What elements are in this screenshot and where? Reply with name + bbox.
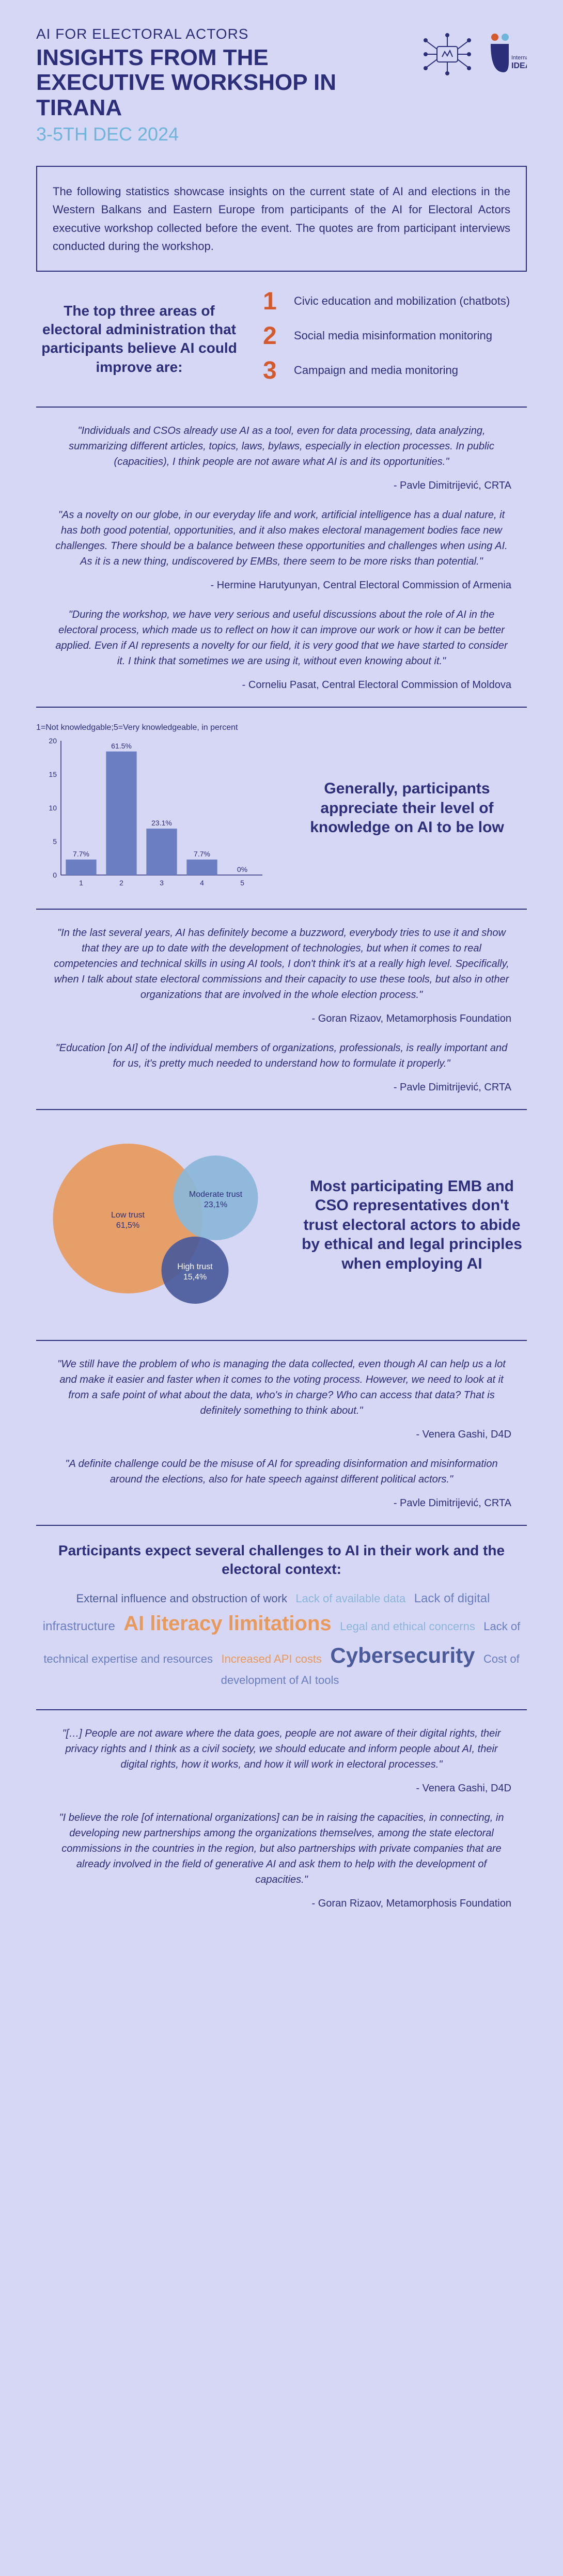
quote-attribution: - Pavle Dimitrijević, CRTA bbox=[52, 1082, 511, 1094]
svg-text:2: 2 bbox=[119, 879, 123, 887]
svg-text:0%: 0% bbox=[237, 865, 247, 873]
svg-text:61,5%: 61,5% bbox=[116, 1221, 139, 1230]
top3-label: Social media misinformation monitoring bbox=[294, 329, 492, 342]
divider bbox=[36, 407, 527, 408]
svg-text:0: 0 bbox=[53, 871, 57, 879]
top3-item: 2 Social media misinformation monitoring bbox=[263, 322, 527, 350]
top3-section: The top three areas of electoral adminis… bbox=[36, 287, 527, 391]
svg-text:5: 5 bbox=[240, 879, 244, 887]
barchart-title: Generally, participants appreciate their… bbox=[287, 779, 527, 837]
top3-list: 1 Civic education and mobilization (chatb… bbox=[263, 287, 527, 391]
wordcloud-item: Legal and ethical concerns bbox=[340, 1620, 475, 1633]
quote-attribution: - Pavle Dimitrijević, CRTA bbox=[52, 480, 511, 492]
quote-text: "Education [on AI] of the individual mem… bbox=[52, 1040, 511, 1071]
divider bbox=[36, 1525, 527, 1526]
quote-text: "A definite challenge could be the misus… bbox=[52, 1456, 511, 1487]
svg-text:4: 4 bbox=[200, 879, 204, 887]
top3-number: 3 bbox=[263, 356, 284, 385]
barchart-column: 1=Not knowledgable;5=Very knowledgeable,… bbox=[36, 723, 272, 893]
quote-attribution: - Goran Rizaov, Metamorphosis Foundation bbox=[52, 1013, 511, 1025]
bubble-chart: Low trust61,5% Moderate trust23,1% High tr… bbox=[36, 1126, 281, 1322]
pie-column: Low trust61,5% Moderate trust23,1% High tr… bbox=[36, 1126, 281, 1324]
svg-text:15: 15 bbox=[49, 770, 57, 778]
quote-attribution: - Hermine Harutyunyan, Central Electoral… bbox=[52, 580, 511, 591]
wordcloud-item: Cybersecurity bbox=[330, 1643, 475, 1667]
quotes-block-2: "In the last several years, AI has defin… bbox=[36, 925, 527, 1094]
main-title: INSIGHTS FROM THE EXECUTIVE WORKSHOP IN … bbox=[36, 45, 346, 120]
svg-text:20: 20 bbox=[49, 737, 57, 745]
header-icons: International IDEA bbox=[416, 26, 527, 90]
quote-attribution: - Goran Rizaov, Metamorphosis Foundation bbox=[52, 1898, 511, 1910]
logo-text2: IDEA bbox=[511, 61, 527, 70]
svg-text:23.1%: 23.1% bbox=[151, 819, 172, 827]
svg-text:Low trust: Low trust bbox=[111, 1211, 145, 1220]
intro-box: The following statistics showcase insigh… bbox=[36, 166, 527, 272]
svg-text:3: 3 bbox=[160, 879, 164, 887]
divider bbox=[36, 1709, 527, 1710]
top3-item: 1 Civic education and mobilization (chatb… bbox=[263, 287, 527, 316]
intro-text: The following statistics showcase insigh… bbox=[53, 182, 510, 255]
word-cloud: External influence and obstruction of wo… bbox=[36, 1589, 527, 1689]
dates: 3-5TH DEC 2024 bbox=[36, 123, 527, 145]
divider bbox=[36, 707, 527, 708]
svg-text:10: 10 bbox=[49, 804, 57, 812]
quote-attribution: - Venera Gashi, D4D bbox=[52, 1429, 511, 1441]
svg-text:61.5%: 61.5% bbox=[111, 742, 132, 750]
pie-title: Most participating EMB and CSO represent… bbox=[297, 1177, 527, 1274]
circuit-icon bbox=[416, 31, 478, 77]
wordcloud-item: Increased API costs bbox=[222, 1652, 322, 1665]
divider bbox=[36, 1109, 527, 1110]
top3-item: 3 Campaign and media monitoring bbox=[263, 356, 527, 385]
quote-attribution: - Corneliu Pasat, Central Electoral Comm… bbox=[52, 679, 511, 691]
top3-number: 2 bbox=[263, 322, 284, 350]
top3-label: Campaign and media monitoring bbox=[294, 364, 458, 377]
page: AI FOR ELECTORAL ACTORS INSIGHTS FROM TH… bbox=[0, 0, 563, 1951]
divider bbox=[36, 909, 527, 910]
top3-number: 1 bbox=[263, 287, 284, 316]
svg-text:7.7%: 7.7% bbox=[73, 850, 89, 858]
quote-text: "I believe the role [of international or… bbox=[52, 1810, 511, 1887]
wordcloud-item: External influence and obstruction of wo… bbox=[76, 1592, 287, 1605]
idea-logo: International IDEA bbox=[480, 31, 527, 88]
svg-text:7.7%: 7.7% bbox=[194, 850, 210, 858]
quotes-block-1: "Individuals and CSOs already use AI as … bbox=[36, 423, 527, 691]
barchart-section: 1=Not knowledgable;5=Very knowledgeable,… bbox=[36, 723, 527, 893]
svg-text:1: 1 bbox=[79, 879, 83, 887]
logo-text1: International bbox=[511, 55, 527, 61]
svg-text:23,1%: 23,1% bbox=[204, 1200, 227, 1209]
quote-attribution: - Pavle Dimitrijević, CRTA bbox=[52, 1497, 511, 1509]
quote-text: "[…] People are not aware where the data… bbox=[52, 1726, 511, 1772]
divider bbox=[36, 1340, 527, 1341]
quote-text: "During the workshop, we have very serio… bbox=[52, 607, 511, 669]
quote-attribution: - Venera Gashi, D4D bbox=[52, 1783, 511, 1794]
header: AI FOR ELECTORAL ACTORS INSIGHTS FROM TH… bbox=[36, 26, 527, 145]
challenges-title: Participants expect several challenges t… bbox=[36, 1541, 527, 1579]
svg-text:High trust: High trust bbox=[177, 1262, 213, 1271]
svg-text:5: 5 bbox=[53, 837, 57, 846]
barchart-caption: 1=Not knowledgable;5=Very knowledgeable,… bbox=[36, 723, 272, 732]
quote-text: "Individuals and CSOs already use AI as … bbox=[52, 423, 511, 470]
challenges-section: Participants expect several challenges t… bbox=[36, 1541, 527, 1689]
quote-text: "We still have the problem of who is man… bbox=[52, 1356, 511, 1418]
svg-text:15,4%: 15,4% bbox=[183, 1273, 207, 1282]
pie-section: Low trust61,5% Moderate trust23,1% High tr… bbox=[36, 1126, 527, 1324]
top3-label: Civic education and mobilization (chatbo… bbox=[294, 294, 510, 308]
quotes-block-3: "We still have the problem of who is man… bbox=[36, 1356, 527, 1509]
wordcloud-item: Lack of available data bbox=[295, 1592, 405, 1605]
quote-text: "As a novelty on our globe, in our every… bbox=[52, 507, 511, 569]
wordcloud-item: AI literacy limitations bbox=[123, 1612, 331, 1635]
top3-heading: The top three areas of electoral adminis… bbox=[36, 302, 242, 377]
bar-chart: 0 5 10 15 20 7.7% 1 61.5% 2 23.1% 3 7.7% 4 0% 5 bbox=[36, 736, 272, 891]
quote-text: "In the last several years, AI has defin… bbox=[52, 925, 511, 1003]
quotes-block-4: "[…] People are not aware where the data… bbox=[36, 1726, 527, 1910]
svg-text:Moderate trust: Moderate trust bbox=[189, 1190, 243, 1199]
